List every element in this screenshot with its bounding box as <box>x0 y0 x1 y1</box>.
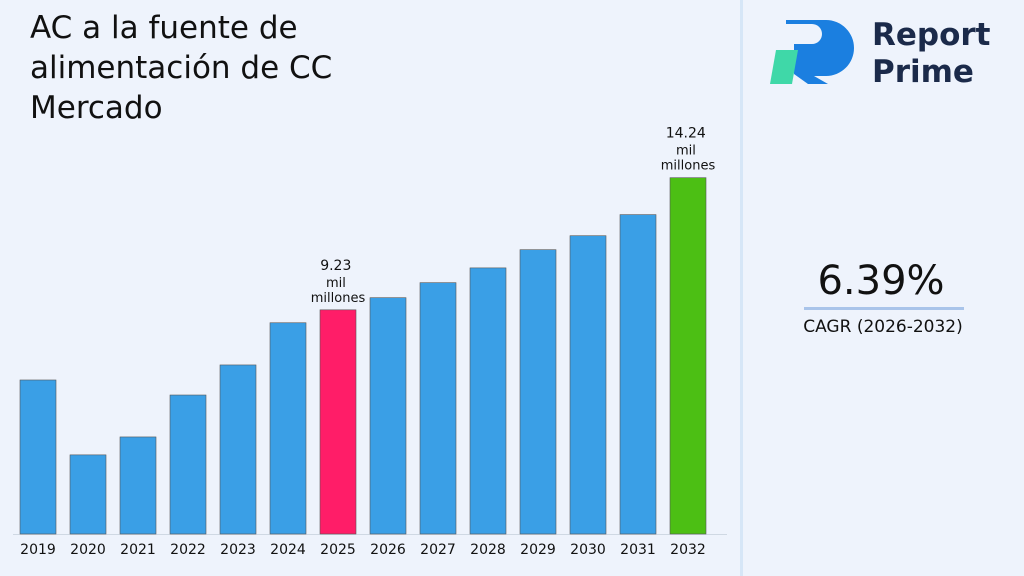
bar <box>319 309 357 535</box>
chart-title: AC a la fuente de alimentación de CC Mer… <box>30 10 333 126</box>
bar <box>269 322 307 535</box>
x-tick-label: 2031 <box>620 542 656 558</box>
cagr-value: 6.39% <box>817 258 944 304</box>
x-tick-label: 2021 <box>120 542 156 558</box>
x-tick-label: 2027 <box>420 542 456 558</box>
bar <box>369 297 407 535</box>
bar <box>419 282 457 535</box>
x-tick-label: 2024 <box>270 542 306 558</box>
bar <box>19 379 57 535</box>
x-tick-label: 2019 <box>20 542 56 558</box>
bar <box>619 214 657 535</box>
x-tick-label: 2032 <box>670 542 706 558</box>
x-tick-label: 2023 <box>220 542 256 558</box>
x-tick-label: 2022 <box>170 542 206 558</box>
bar <box>169 394 207 535</box>
x-tick-label: 2020 <box>70 542 106 558</box>
x-tick-label: 2025 <box>320 542 356 558</box>
value-label: 14.24 mil millones <box>661 126 716 174</box>
x-tick-label: 2030 <box>570 542 606 558</box>
bar <box>69 454 107 535</box>
cagr-rule <box>804 307 964 310</box>
brand-name: Report <box>872 17 991 53</box>
bar <box>519 249 557 535</box>
brand-name: Prime <box>872 54 974 90</box>
x-tick-label: 2029 <box>520 542 556 558</box>
value-label: 9.23 mil millones <box>311 258 366 306</box>
bar <box>219 364 257 535</box>
x-tick-label: 2026 <box>370 542 406 558</box>
logo-icon <box>770 20 854 84</box>
bar <box>569 235 607 535</box>
bar <box>119 436 157 535</box>
bar <box>669 177 707 535</box>
cagr-label: CAGR (2026-2032) <box>803 317 963 337</box>
divider <box>740 0 743 576</box>
bar <box>469 267 507 535</box>
x-tick-label: 2028 <box>470 542 506 558</box>
